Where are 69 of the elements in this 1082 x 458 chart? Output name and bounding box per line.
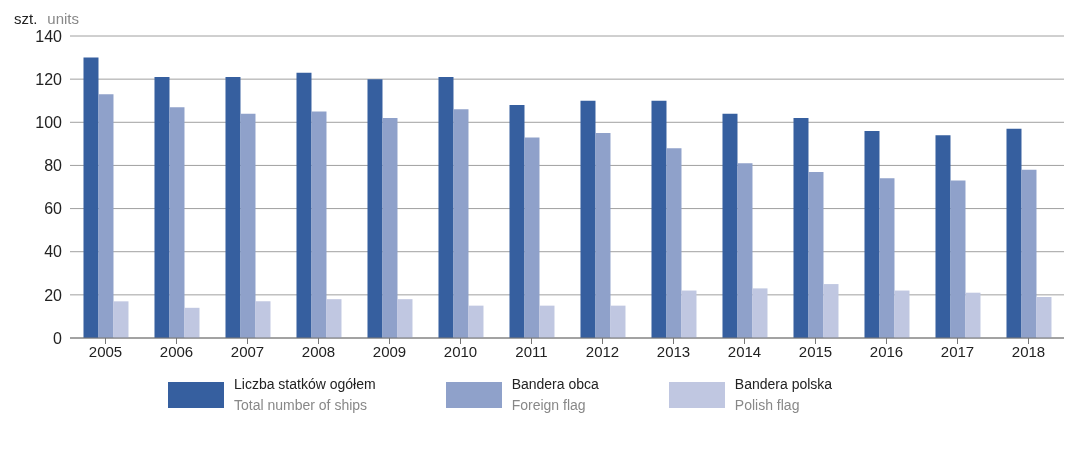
bar <box>823 284 839 338</box>
y-tick-label: 120 <box>35 70 63 88</box>
bar <box>793 117 809 338</box>
bar <box>169 107 185 338</box>
bar <box>1036 297 1052 338</box>
x-tick-label: 2009 <box>372 342 407 360</box>
bar <box>879 178 895 338</box>
x-tick-label: 2016 <box>869 342 904 360</box>
y-tick-label: 20 <box>44 286 63 304</box>
y-tick-label: 0 <box>53 329 63 347</box>
bar <box>311 111 327 338</box>
y-tick-label: 100 <box>35 113 63 131</box>
text: units <box>47 10 80 27</box>
bar <box>98 94 114 338</box>
y-tick-label: 40 <box>44 243 63 261</box>
bar <box>367 79 383 338</box>
bar <box>539 305 555 338</box>
bar <box>240 113 256 338</box>
bar <box>1006 128 1022 338</box>
bar <box>524 137 540 338</box>
x-tick-label: 2005 <box>88 342 123 360</box>
bar <box>864 130 880 338</box>
bar <box>1021 169 1037 338</box>
bar <box>438 76 454 338</box>
bar <box>935 135 951 338</box>
bar <box>154 76 170 338</box>
bar <box>453 109 469 338</box>
bar <box>808 171 824 338</box>
bar <box>595 133 611 338</box>
x-tick-label: 2006 <box>159 342 194 360</box>
x-tick-label: 2013 <box>656 342 691 360</box>
x-tick-label: 2015 <box>798 342 833 360</box>
x-tick-label: 2017 <box>940 342 975 360</box>
x-tick-label: 2007 <box>230 342 265 360</box>
bar <box>651 100 667 338</box>
bar <box>965 292 981 338</box>
x-tick-label: 2018 <box>1011 342 1046 360</box>
bar <box>752 288 768 338</box>
bar <box>382 117 398 338</box>
bar <box>894 290 910 338</box>
y-tick-label: 80 <box>44 157 63 175</box>
bar <box>113 301 129 338</box>
bar <box>509 105 525 338</box>
x-tick-label: 2012 <box>585 342 620 360</box>
bar <box>610 305 626 338</box>
bar <box>468 305 484 338</box>
x-tick-label: 2011 <box>515 342 548 360</box>
bar <box>737 163 753 338</box>
y-axis-title: szt. <box>14 10 38 27</box>
bar <box>950 180 966 338</box>
x-tick-label: 2008 <box>301 342 336 360</box>
x-tick-label: 2010 <box>443 342 478 360</box>
legend-label: Bandera obca Foreign flag <box>511 375 599 415</box>
bar <box>666 148 682 338</box>
bar <box>225 76 241 338</box>
bar <box>580 100 596 338</box>
y-tick-label: 60 <box>44 200 63 218</box>
bar <box>184 307 200 338</box>
x-tick-label: 2014 <box>727 342 762 360</box>
y-tick-label: 140 <box>35 27 63 45</box>
legend-label: Liczba statków ogółem Total number of ships <box>234 375 376 415</box>
bar <box>255 301 271 338</box>
bar <box>296 72 312 338</box>
bar <box>681 290 697 338</box>
bar <box>326 299 342 338</box>
legend-label: Bandera polska Polish flag <box>734 375 833 415</box>
bar <box>397 299 413 338</box>
bar <box>83 57 99 338</box>
bar <box>722 113 738 338</box>
